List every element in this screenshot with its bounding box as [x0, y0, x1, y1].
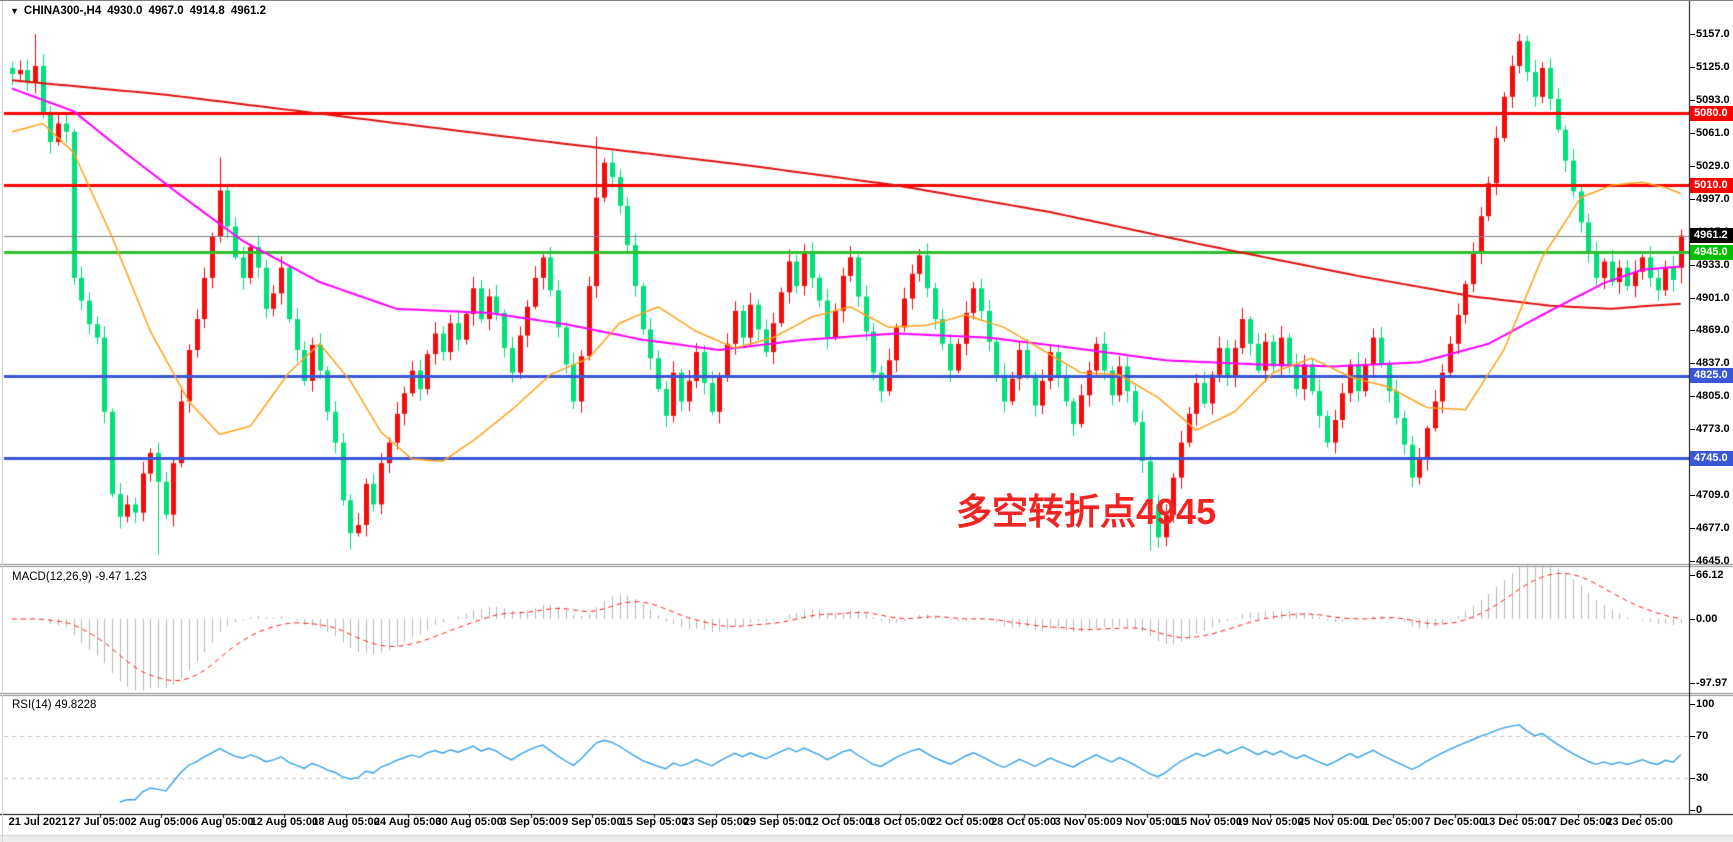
price-tick-label: 4997.0: [1690, 192, 1730, 205]
price-tick-label: 4677.0: [1690, 522, 1730, 535]
time-tick-label: 3 Nov 05:00: [1054, 816, 1116, 828]
price-tick-label: 4645.0: [1690, 555, 1730, 567]
time-tick-label: 6 Aug 05:00: [192, 816, 254, 828]
time-tick-label: 23 Sep 05:00: [682, 816, 749, 828]
time-tick-label: 9 Nov 05:00: [1116, 816, 1178, 828]
time-tick-label: 18 Aug 05:00: [312, 816, 380, 828]
rsi-indicator-label: RSI(14) 49.8228: [12, 699, 97, 711]
price-scale-axis[interactable]: 5157.05125.05093.05061.05029.04997.04965…: [1690, 1, 1733, 842]
time-tick-label: 12 Oct 05:00: [806, 816, 872, 828]
indicator-scale-axis: 66.12 0.00 -97.97 100 70 30 0: [1689, 1, 1733, 842]
rsi-axis-label: 100: [1689, 698, 1715, 710]
price-tick-label: 5125.0: [1690, 60, 1730, 73]
time-tick-label: 1 Dec 05:00: [1362, 816, 1424, 828]
macd-axis-label: -97.97: [1689, 677, 1728, 690]
time-tick-label: 24 Aug 05:00: [373, 816, 442, 828]
time-tick-label: 21 Jul 2021: [8, 816, 68, 828]
price-tick-label: 5157.0: [1690, 28, 1730, 40]
time-tick-label: 13 Dec 05:00: [1483, 816, 1550, 828]
time-tick-label: 15 Nov 05:00: [1174, 816, 1243, 828]
time-tick-label: 27 Jul 05:00: [68, 816, 131, 828]
price-tick-label: 4869.0: [1690, 324, 1730, 337]
price-badge: 4945.0: [1690, 244, 1733, 260]
price-tick-label: 4901.0: [1690, 291, 1730, 304]
time-tick-label: 18 Oct 05:00: [867, 816, 933, 828]
ohlc-high: 4967.0: [148, 5, 184, 17]
time-tick-label: 15 Sep 05:00: [620, 816, 688, 828]
macd-indicator-label: MACD(12,26,9) -9.47 1.23: [12, 571, 147, 583]
time-tick-label: 12 Aug 05:00: [250, 816, 319, 828]
rsi-axis-label: 30: [1689, 772, 1709, 785]
time-tick-label: 17 Dec 05:00: [1544, 816, 1612, 828]
macd-axis-label: 0.00: [1689, 612, 1718, 625]
rsi-axis-label: 0: [1689, 804, 1703, 816]
rsi-axis-label: 70: [1689, 729, 1709, 742]
ohlc-close: 4961.2: [230, 5, 266, 17]
time-tick-label: 25 Nov 05:00: [1297, 816, 1366, 828]
price-badge: 4961.2: [1690, 228, 1733, 244]
time-tick-label: 19 Nov 05:00: [1236, 816, 1304, 828]
price-tick-label: 5029.0: [1690, 159, 1730, 172]
time-tick-label: 23 Dec 05:00: [1606, 816, 1673, 828]
price-tick-label: 5093.0: [1690, 93, 1730, 106]
time-axis[interactable]: 21 Jul 2021 27 Jul 05:00 2 Aug 05:00 6 Aug …: [0, 816, 1733, 834]
time-tick-label: 29 Sep 05:00: [743, 816, 811, 828]
symbol-dropdown-icon[interactable]: ▼: [10, 6, 19, 16]
price-tick-label: 5061.0: [1690, 126, 1730, 139]
macd-axis-label: 66.12: [1690, 569, 1724, 582]
price-badge: 4825.0: [1690, 368, 1733, 384]
time-tick-label: 9 Sep 05:00: [562, 816, 623, 828]
time-tick-label: 28 Oct 05:00: [991, 816, 1057, 828]
price-badge: 5080.0: [1690, 105, 1733, 121]
ohlc-low: 4914.8: [189, 5, 225, 17]
price-tick-label: 4773.0: [1690, 423, 1730, 436]
time-tick-label: 7 Dec 05:00: [1424, 816, 1486, 828]
time-tick-label: 2 Aug 05:00: [130, 816, 192, 828]
annotation-text: 多空转折点4945: [956, 491, 1217, 532]
price-tick-label: 4805.0: [1690, 390, 1730, 403]
symbol-period-label: CHINA300-,H4: [23, 5, 102, 17]
time-tick-label: 30 Aug 05:00: [435, 816, 503, 828]
ohlc-open: 4930.0: [107, 5, 143, 17]
price-tick-label: 4837.0: [1690, 357, 1730, 370]
price-tick-label: 4709.0: [1690, 489, 1730, 502]
chart-title-overlay: ▼ CHINA300-,H4 4930.0 4967.0 4914.8 4961.2: [10, 5, 272, 17]
price-badge: 5010.0: [1690, 177, 1733, 193]
time-tick-label: 22 Oct 05:00: [929, 816, 995, 828]
price-badge: 4745.0: [1690, 450, 1733, 466]
time-tick-label: 3 Sep 05:00: [500, 816, 562, 828]
price-tick-label: 4933.0: [1690, 258, 1730, 271]
